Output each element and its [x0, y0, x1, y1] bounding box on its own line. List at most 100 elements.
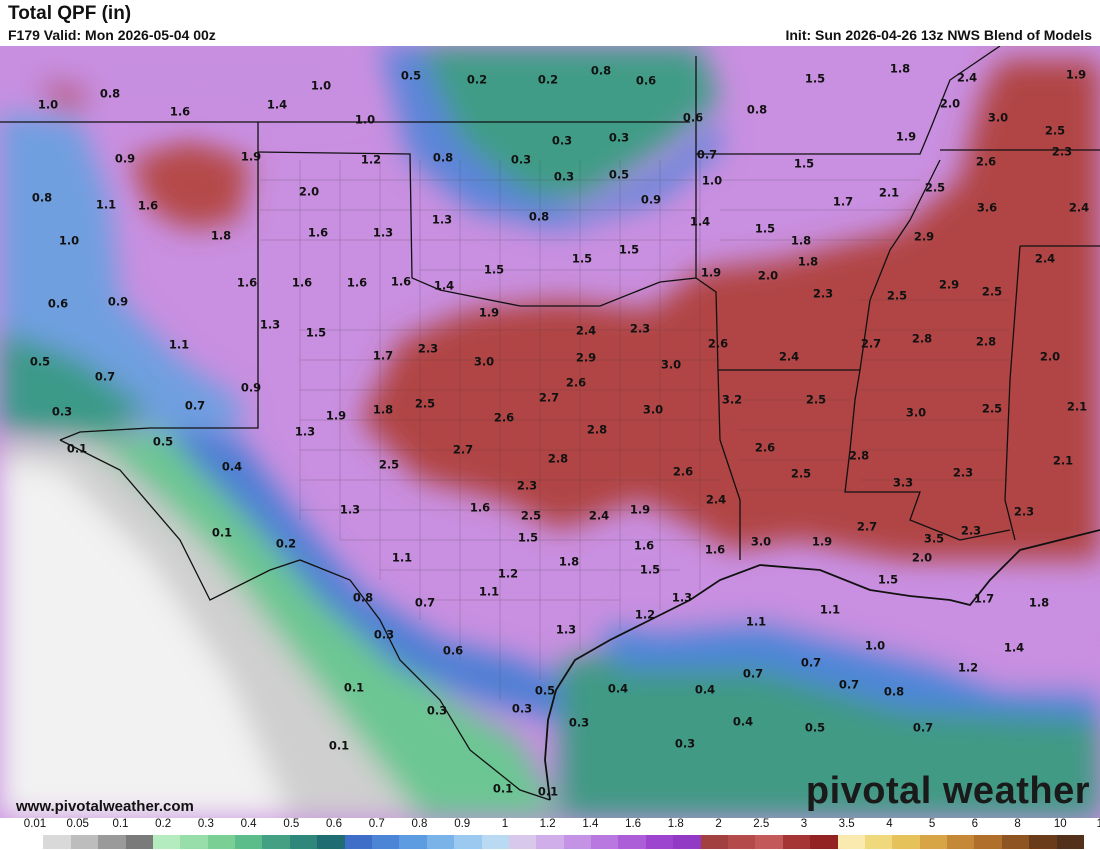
legend-swatch [1001, 835, 1030, 849]
legend-swatch [1029, 835, 1058, 849]
qpf-label: 2.0 [299, 185, 319, 199]
qpf-label: 2.8 [548, 452, 568, 466]
qpf-label: 1.6 [237, 276, 257, 290]
qpf-label: 1.3 [672, 591, 692, 605]
qpf-label: 1.4 [267, 98, 287, 112]
valid-time: F179 Valid: Mon 2026-05-04 00z [8, 27, 216, 43]
qpf-label: 0.8 [433, 151, 453, 165]
qpf-label: 3.2 [722, 393, 742, 407]
legend-tick-label: 2 [715, 818, 722, 830]
legend-swatch [207, 835, 236, 849]
qpf-label: 1.9 [812, 535, 832, 549]
qpf-label: 3.0 [751, 535, 771, 549]
legend-tick-label: 15 [1096, 818, 1100, 830]
legend-tick-label: 0.3 [197, 818, 214, 830]
qpf-label: 0.7 [185, 399, 205, 413]
qpf-label: 0.3 [427, 704, 447, 718]
qpf-label: 1.1 [746, 615, 766, 629]
color-scale-legend: 0.01 0.05 0.1 0.2 0.3 0.4 0.5 0.6 0.7 0.8 0.9 1 1.2 1… [0, 818, 1100, 850]
qpf-label: 2.4 [576, 324, 596, 338]
qpf-label: 2.6 [673, 465, 693, 479]
qpf-label: 2.4 [1069, 201, 1089, 215]
qpf-label: 1.5 [619, 243, 639, 257]
qpf-label: 2.6 [494, 411, 514, 425]
brand-logo: pivotal weather [805, 770, 1090, 812]
qpf-label: 1.5 [306, 326, 326, 340]
qpf-label: 1.4 [434, 279, 454, 293]
legend-swatch [591, 835, 619, 849]
qpf-label: 1.9 [630, 503, 650, 517]
legend-tick-label: 3 [800, 818, 808, 830]
qpf-label: 0.4 [733, 715, 753, 729]
qpf-label: 2.3 [418, 342, 438, 356]
qpf-label: 1.3 [295, 425, 315, 439]
qpf-label: 2.3 [953, 466, 973, 480]
qpf-label: 1.8 [373, 403, 393, 417]
qpf-label: 0.8 [353, 591, 373, 605]
legend-tick-label: 0.05 [66, 818, 89, 830]
qpf-label: 1.5 [794, 157, 814, 171]
qpf-label: 1.4 [690, 215, 710, 229]
legend-tick-label: 1.8 [667, 818, 684, 830]
qpf-label: 2.3 [630, 322, 650, 336]
qpf-label: 1.9 [1066, 68, 1086, 82]
legend-swatch [125, 835, 154, 849]
qpf-label: 0.9 [641, 193, 661, 207]
qpf-label: 2.5 [415, 397, 435, 411]
qpf-label: 0.5 [30, 355, 50, 369]
qpf-label: 0.3 [512, 702, 532, 716]
qpf-map[interactable]: 1.0 0.8 1.6 1.4 1.0 0.5 0.2 0.2 0.8 0.6 1.5 1.8 2.4 1… [0, 46, 1100, 818]
qpf-label: 2.5 [982, 402, 1002, 416]
qpf-label: 2.6 [566, 376, 586, 390]
qpf-label: 1.5 [572, 252, 592, 266]
qpf-label: 0.9 [241, 381, 261, 395]
legend-tick-label: 6 [971, 818, 979, 830]
qpf-label: 1.9 [701, 266, 721, 280]
legend-swatch [317, 835, 346, 849]
legend-swatch [454, 835, 483, 849]
qpf-label: 0.8 [529, 210, 549, 224]
legend-tick-label: 10 [1053, 818, 1067, 830]
qpf-label: 2.4 [779, 350, 799, 364]
qpf-label: 1.1 [392, 551, 412, 565]
qpf-label: 1.2 [635, 608, 655, 622]
map-header: Total QPF (in) F179 Valid: Mon 2026-05-0… [0, 0, 1100, 46]
qpf-label: 1.2 [498, 567, 518, 581]
legend-tick-label: 0.6 [326, 818, 343, 830]
qpf-label: 0.8 [747, 103, 767, 117]
qpf-label: 2.3 [517, 479, 537, 493]
qpf-value-labels: 1.0 0.8 1.6 1.4 1.0 0.5 0.2 0.2 0.8 0.6 1.5 1.8 2.4 1… [30, 62, 1089, 799]
qpf-label: 1.2 [361, 153, 381, 167]
legend-tick-label: 1.6 [625, 818, 642, 830]
qpf-label: 1.4 [1004, 641, 1024, 655]
qpf-label: 1.5 [640, 563, 660, 577]
qpf-label: 2.0 [1040, 350, 1060, 364]
qpf-label: 1.0 [311, 79, 331, 93]
qpf-label: 1.3 [340, 503, 360, 517]
legend-swatch [70, 835, 99, 849]
legend-swatch [289, 835, 318, 849]
qpf-label: 0.9 [108, 295, 128, 309]
legend-swatch [536, 835, 565, 849]
legend-tick-label: 1.4 [582, 818, 599, 830]
qpf-label: 2.7 [861, 337, 881, 351]
qpf-label: 0.9 [115, 152, 135, 166]
qpf-label: 2.7 [453, 443, 473, 457]
legend-tick-label: 1 [501, 818, 509, 830]
legend-swatch [98, 835, 127, 849]
qpf-label: 2.6 [755, 441, 775, 455]
qpf-label: 1.5 [878, 573, 898, 587]
qpf-label: 0.8 [100, 87, 120, 101]
qpf-label: 1.5 [484, 263, 504, 277]
qpf-label: 1.6 [391, 275, 411, 289]
qpf-label: 1.6 [292, 276, 312, 290]
qpf-label: 0.4 [608, 682, 628, 696]
map-title: Total QPF (in) [8, 3, 132, 24]
qpf-label: 0.8 [884, 685, 904, 699]
qpf-label: 1.6 [634, 539, 654, 553]
legend-swatch [481, 835, 510, 849]
legend-tick-label: 4 [886, 818, 893, 830]
qpf-label: 2.3 [813, 287, 833, 301]
qpf-label: 2.6 [708, 337, 728, 351]
qpf-label: 1.8 [890, 62, 910, 76]
